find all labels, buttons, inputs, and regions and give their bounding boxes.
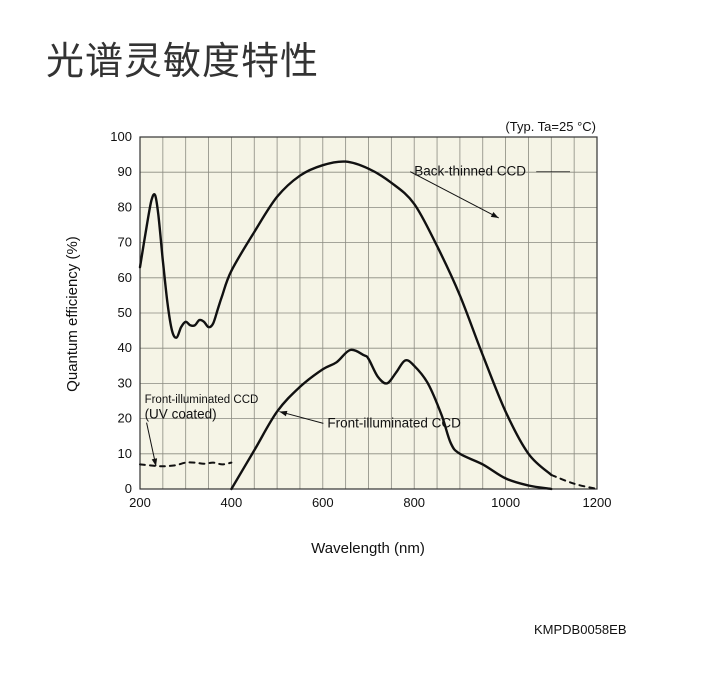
annotation-label: (UV coated) xyxy=(145,407,217,422)
plot-frame xyxy=(139,136,598,490)
y-tick-label: 80 xyxy=(118,199,132,214)
x-axis-label: Wavelength (nm) xyxy=(311,540,425,557)
chart-note: (Typ. Ta=25 °C) xyxy=(505,119,596,134)
page-title: 光谱灵敏度特性 xyxy=(46,39,320,83)
y-tick-label: 70 xyxy=(118,235,132,250)
series-line-back-thinned-ccd xyxy=(138,160,553,477)
series-line-back-thinned-ccd xyxy=(550,473,598,490)
x-tick-label: 400 xyxy=(221,495,243,510)
y-tick-label: 50 xyxy=(118,305,132,320)
annotation-arrowhead xyxy=(279,410,288,417)
x-tick-label: 600 xyxy=(312,495,334,510)
y-axis-label: Quantum efficiency (%) xyxy=(64,236,81,392)
y-tick-label: 90 xyxy=(118,164,132,179)
document-code: KMPDB0058EB xyxy=(534,622,627,637)
annotation-label: Front-illuminated CCD xyxy=(145,394,259,406)
y-tick-label: 0 xyxy=(125,481,132,496)
y-tick-label: 30 xyxy=(118,375,132,390)
series-line-front-illuminated-ccd-uv-coated xyxy=(139,461,233,468)
x-tick-label: 1000 xyxy=(491,495,520,510)
annotation-arrowhead xyxy=(490,212,499,218)
x-tick-label: 800 xyxy=(403,495,425,510)
y-tick-label: 60 xyxy=(118,270,132,285)
annotation-label: Front-illuminated CCD xyxy=(327,415,461,430)
y-tick-label: 10 xyxy=(118,446,132,461)
annotation-leader-line xyxy=(279,411,324,424)
tick-labels: 200 400 600 800 1000 1200 0 10 20 30 40 50 60 70 80 90 1… xyxy=(110,129,611,510)
series-group xyxy=(138,160,598,491)
annotation-label: Back-thinned CCD xyxy=(414,164,526,179)
x-tick-label: 200 xyxy=(129,495,151,510)
y-tick-label: 40 xyxy=(118,340,132,355)
x-tick-label: 1200 xyxy=(583,495,612,510)
annotations: Back-thinned CCD Front-illuminated CCD Fro… xyxy=(145,164,570,467)
series-line-front-illuminated-ccd xyxy=(230,348,553,491)
annotation-leader-line xyxy=(409,171,499,219)
y-tick-label: 100 xyxy=(110,129,132,144)
annotation-arrowhead xyxy=(151,458,158,467)
grid xyxy=(139,136,598,490)
y-tick-label: 20 xyxy=(118,411,132,426)
